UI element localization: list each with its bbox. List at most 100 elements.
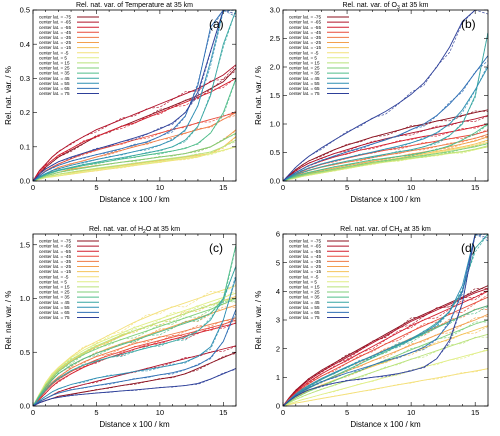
panel-title: Rel. nat. var. of O3 at 35 km [342,2,428,11]
series-fit-line-12 [33,264,236,406]
legend-label: center lat. = -5 [39,274,69,279]
legend-label: center lat. = 35 [39,295,70,300]
legend-label: center lat. = 55 [39,305,70,310]
legend-label: center lat. = -35 [39,259,71,264]
x-tick-label: 10 [407,408,415,417]
chart-panel-c: 0 5 10 15 0.0 0.5 1.0 1.5 Rel. nat. var. of H2O … [4,226,237,429]
y-tick-label: 0.5 [270,148,280,157]
series-line-1 [33,64,236,181]
legend-label: center lat. = 35 [39,71,70,76]
legend-label: center lat. = 5 [289,55,317,60]
legend-label: center lat. = 15 [39,285,70,290]
series-fit-line-9 [33,141,236,181]
series-line-0 [283,285,488,406]
series-line-8 [283,349,488,406]
legend-label: center lat. = 45 [39,300,70,305]
series-fit-line-15 [33,368,236,406]
legend-label: center lat. = -15 [39,269,71,274]
legend-label: center lat. = -15 [289,269,321,274]
series-fit-line-14 [33,10,236,181]
series-fit-line-14 [283,234,488,406]
legend-label: center lat. = -45 [289,30,321,35]
y-tick-label: 0.3 [20,74,30,83]
y-axis-label: Rel. nat. var. / % [4,66,13,125]
legend-label: center lat. = -65 [39,20,71,25]
y-tick-label: 5 [276,258,280,267]
y-tick-label: 0.1 [20,142,30,151]
x-tick-label: 5 [94,408,98,417]
legend-label: center lat. = 25 [289,66,320,71]
series-fit-line-1 [283,115,488,181]
series-fit-line-4 [33,114,236,181]
legend-label: center lat. = 5 [289,279,317,284]
y-tick-label: 0.5 [20,348,30,357]
y-tick-label: 2.5 [270,34,280,43]
y-tick-label: 0.2 [20,108,30,117]
legend-label: center lat. = -55 [289,249,321,254]
series-fit-line-9 [283,336,488,406]
y-tick-label: 1 [276,373,280,382]
series-fit-line-10 [33,133,236,181]
chart-panel-d: 0 5 10 15 0 1 2 3 4 5 6 Rel. nat. var. of CH4 at 35… [254,226,489,429]
series-fit-line-7 [33,146,236,181]
series-fit-line-4 [283,308,488,406]
series-fit-line-11 [283,124,488,181]
x-tick-label: 0 [31,183,35,192]
series-fit-line-13 [283,234,488,406]
legend-label: center lat. = 55 [289,81,320,86]
legend-label: center lat. = -15 [289,45,321,50]
legend-label: center lat. = 45 [289,76,320,81]
y-tick-label: 0.4 [20,40,30,49]
series-fit-line-2 [283,123,488,181]
y-tick-label: 1.5 [20,240,30,249]
series-fit-line-12 [33,10,236,181]
series-fit-line-0 [33,353,236,406]
legend-label: center lat. = 25 [39,66,70,71]
legend-label: center lat. = 5 [39,55,67,60]
series-line-11 [283,305,488,406]
x-tick-label: 15 [219,408,227,417]
legend-label: center lat. = -15 [39,45,71,50]
x-tick-label: 15 [471,183,479,192]
y-tick-label: 1.5 [270,91,280,100]
y-tick-label: 1.0 [20,294,30,303]
legend-label: center lat. = 55 [39,81,70,86]
series-line-1 [283,115,488,181]
legend-label: center lat. = -25 [39,264,71,269]
series-line-9 [33,298,236,406]
series-fit-line-13 [33,273,236,406]
x-axis-label: Distance x 100 / km [99,420,170,429]
series-line-3 [33,112,236,181]
legend-label: center lat. = 75 [39,91,70,96]
series-fit-line-3 [33,110,236,181]
legend-label: center lat. = 15 [39,61,70,66]
x-axis-label: Distance x 100 / km [350,195,421,204]
series-fit-line-15 [283,234,488,406]
series-fit-line-11 [33,245,236,406]
series-fit-line-13 [33,10,236,181]
x-tick-label: 0 [281,408,285,417]
series-fit-line-8 [283,348,488,406]
legend-label: center lat. = 65 [289,310,320,315]
y-tick-label: 6 [276,230,280,239]
series-fit-line-7 [33,284,236,406]
x-tick-label: 5 [94,183,98,192]
legend-label: center lat. = 25 [39,290,70,295]
series-fit-line-3 [283,294,488,406]
legend-label: center lat. = 35 [289,71,320,76]
legend-label: center lat. = -25 [39,40,71,45]
legend-label: center lat. = -75 [289,15,321,20]
series-line-10 [33,298,236,406]
series-line-2 [33,322,236,406]
x-tick-label: 10 [156,408,164,417]
x-axis-label: Distance x 100 / km [99,195,170,204]
legend-label: center lat. = -45 [39,254,71,259]
legend-label: center lat. = 75 [289,91,320,96]
legend-label: center lat. = 75 [39,315,70,320]
y-tick-label: 3 [276,316,280,325]
series-fit-line-12 [283,234,488,406]
legend-label: center lat. = -5 [39,50,69,55]
legend-label: center lat. = 45 [289,300,320,305]
y-tick-label: 0.0 [270,177,280,186]
